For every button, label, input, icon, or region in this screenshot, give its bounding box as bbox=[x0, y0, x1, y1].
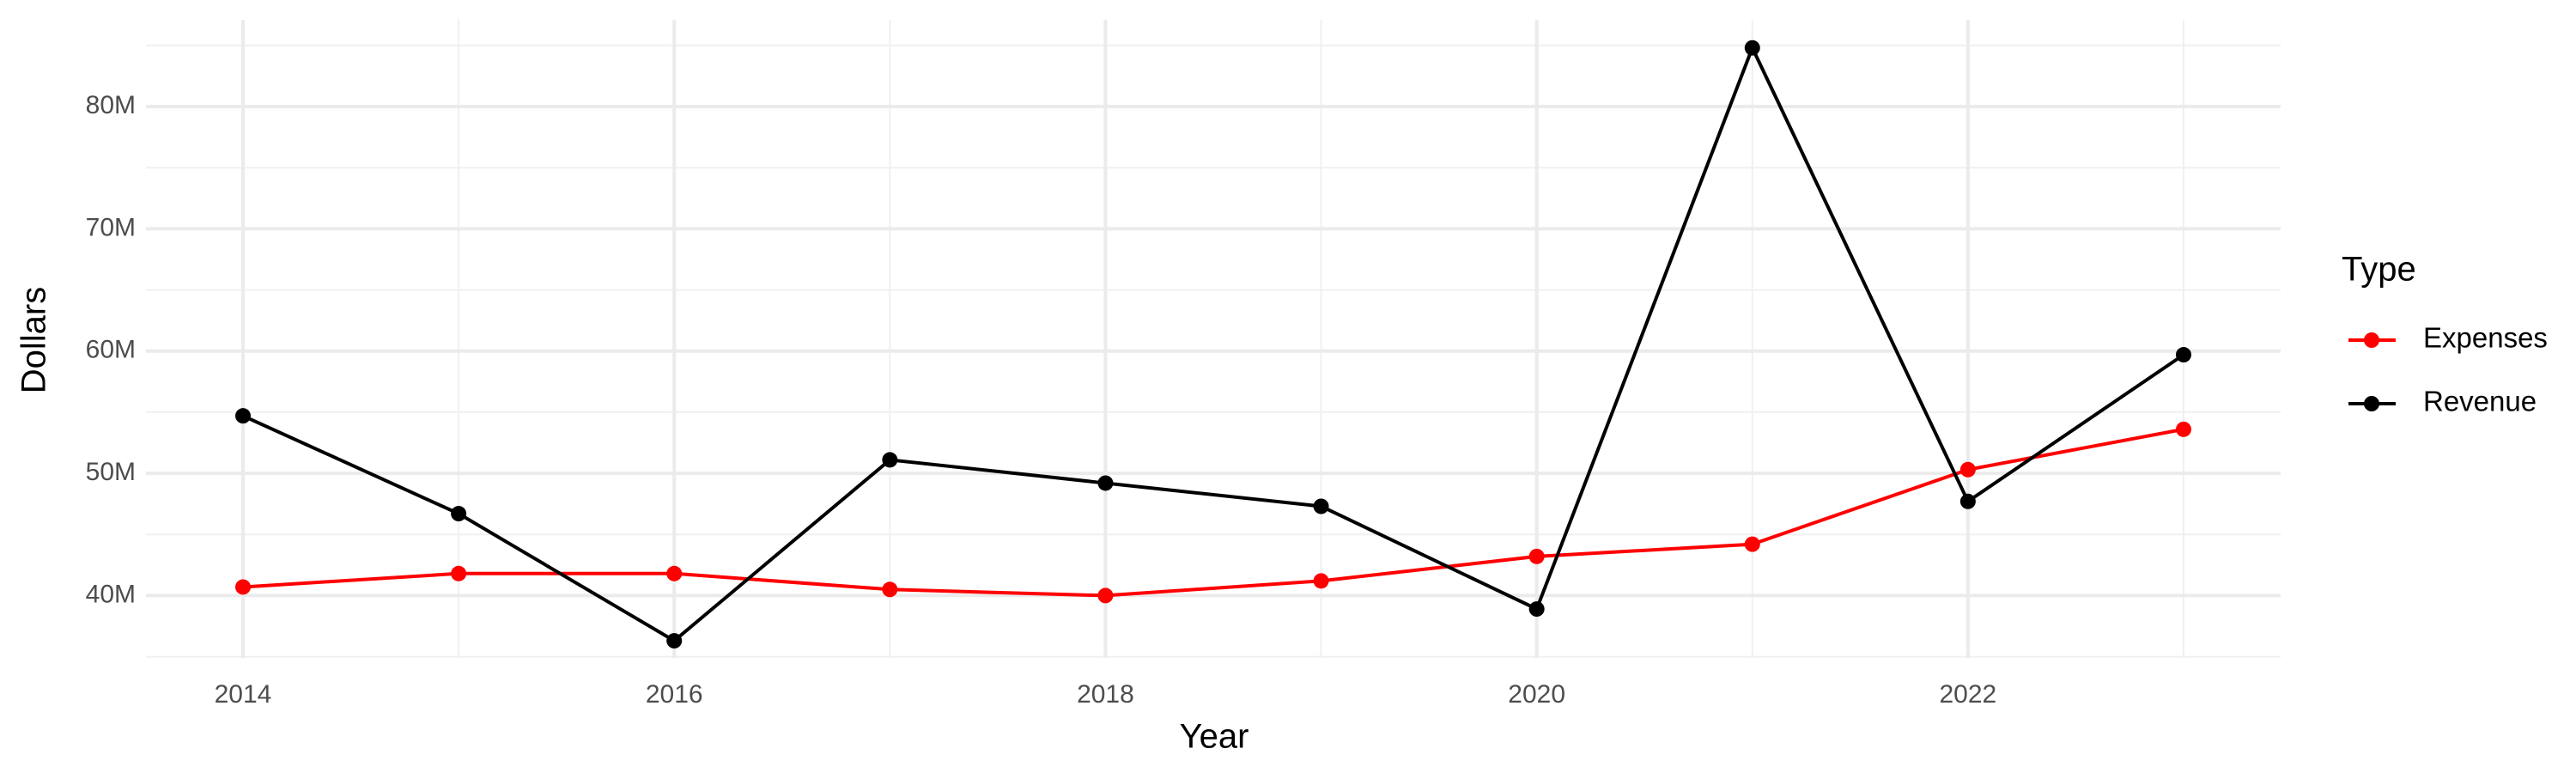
y-tick-label: 40M bbox=[86, 580, 136, 608]
data-point bbox=[1528, 548, 1545, 564]
y-tick-label: 50M bbox=[86, 458, 136, 486]
legend-key-point bbox=[2364, 332, 2379, 348]
legend-title: Type bbox=[2342, 251, 2416, 289]
data-point bbox=[1744, 40, 1760, 56]
data-point bbox=[2176, 347, 2191, 363]
x-tick-label: 2020 bbox=[1508, 680, 1565, 709]
data-point bbox=[1313, 573, 1329, 589]
legend-key-point bbox=[2364, 396, 2379, 411]
legend-label: Revenue bbox=[2423, 386, 2537, 417]
data-point bbox=[666, 565, 683, 581]
y-tick-label: 60M bbox=[86, 336, 136, 364]
x-tick-label: 2014 bbox=[215, 680, 272, 709]
data-point bbox=[451, 565, 467, 581]
data-point bbox=[1313, 498, 1329, 514]
data-point bbox=[1097, 587, 1114, 604]
data-point bbox=[1528, 601, 1545, 618]
data-point bbox=[2176, 421, 2191, 437]
data-point bbox=[1959, 461, 1976, 478]
data-point bbox=[235, 579, 251, 595]
series-line bbox=[242, 427, 2184, 598]
data-point bbox=[882, 452, 898, 468]
series-line bbox=[242, 43, 2185, 643]
y-tick-label: 80M bbox=[86, 91, 136, 119]
data-point bbox=[666, 633, 683, 649]
x-tick-label: 2022 bbox=[1940, 680, 1997, 709]
data-point bbox=[1097, 475, 1114, 491]
data-point bbox=[882, 581, 898, 598]
data-point bbox=[235, 408, 251, 424]
data-point bbox=[451, 506, 467, 522]
legend-label: Expenses bbox=[2423, 322, 2548, 354]
x-tick-label: 2016 bbox=[646, 680, 703, 709]
x-axis-title: Year bbox=[1180, 718, 1249, 756]
y-axis-title: Dollars bbox=[15, 287, 53, 393]
data-point bbox=[1744, 536, 1760, 552]
data-point bbox=[1959, 493, 1976, 509]
x-tick-label: 2018 bbox=[1077, 680, 1134, 709]
y-tick-label: 70M bbox=[86, 213, 136, 241]
